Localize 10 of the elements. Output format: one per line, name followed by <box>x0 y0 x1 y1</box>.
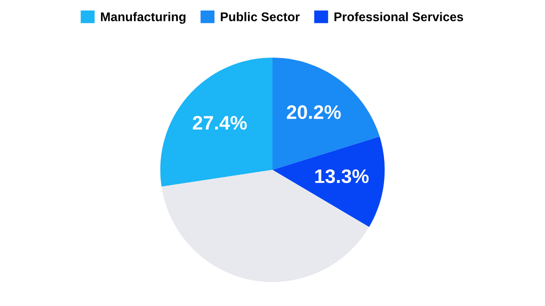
pie-slice <box>160 58 272 187</box>
pie-slice <box>162 170 370 282</box>
legend-label: Professional Services <box>334 12 464 22</box>
legend-label: Public Sector <box>220 12 300 22</box>
data-label: 27.4% <box>192 116 247 130</box>
pie-slice <box>272 136 385 227</box>
data-label: 20.2% <box>286 105 341 120</box>
legend-label: Manufacturing <box>101 12 186 24</box>
pie-slice <box>272 58 380 170</box>
data-label: 13.3% <box>315 169 369 184</box>
